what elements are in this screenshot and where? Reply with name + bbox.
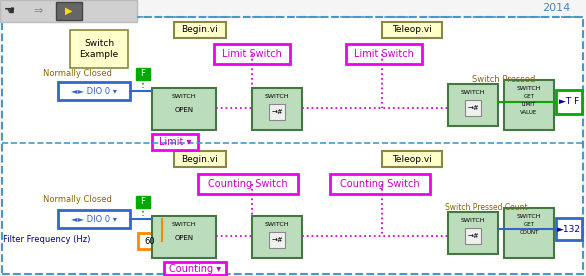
Bar	[252, 88, 302, 130]
Text: SWITCH: SWITCH	[265, 94, 289, 100]
Bar	[70, 30, 128, 68]
Bar	[556, 218, 582, 240]
Bar	[465, 228, 481, 244]
Text: Teleop.vi: Teleop.vi	[392, 155, 432, 163]
Bar	[269, 104, 285, 120]
Bar	[214, 44, 290, 64]
Bar	[465, 100, 481, 116]
Text: ►132: ►132	[557, 224, 581, 233]
Bar	[448, 84, 498, 126]
Bar	[198, 174, 298, 194]
Text: Limit Switch: Limit Switch	[354, 49, 414, 59]
Bar	[504, 208, 554, 258]
Text: ◄► DIO 0 ▾: ◄► DIO 0 ▾	[71, 214, 117, 224]
Bar	[252, 216, 302, 258]
Text: →#: →#	[467, 233, 479, 239]
Text: F: F	[141, 70, 145, 78]
Bar	[382, 22, 442, 38]
Bar	[448, 212, 498, 254]
Text: Begin.vi: Begin.vi	[182, 155, 219, 163]
Bar	[152, 134, 198, 150]
Text: SWITCH: SWITCH	[172, 222, 196, 227]
Text: ⇒: ⇒	[33, 6, 43, 16]
Bar	[0, 0, 137, 22]
Bar	[138, 233, 162, 249]
Text: SWITCH: SWITCH	[461, 219, 485, 224]
Text: VALUE: VALUE	[520, 110, 537, 115]
Bar	[56, 2, 82, 20]
Text: Counting ▾: Counting ▾	[169, 264, 221, 274]
Text: →#: →#	[467, 105, 479, 111]
Text: Switch Pressed Count: Switch Pressed Count	[445, 203, 527, 213]
Text: ◄► DIO 0 ▾: ◄► DIO 0 ▾	[71, 86, 117, 95]
Text: SWITCH: SWITCH	[172, 94, 196, 100]
Text: ►T F: ►T F	[559, 97, 579, 107]
Bar	[58, 82, 130, 100]
Text: 2014: 2014	[541, 3, 570, 13]
Bar	[174, 151, 226, 167]
Text: GET: GET	[523, 222, 534, 227]
Bar	[164, 262, 226, 275]
Text: Counting Switch: Counting Switch	[208, 179, 288, 189]
Text: ☚: ☚	[4, 4, 16, 17]
Bar	[174, 22, 226, 38]
Text: SWITCH: SWITCH	[461, 91, 485, 95]
Bar	[504, 80, 554, 130]
Text: Begin.vi: Begin.vi	[182, 25, 219, 34]
Text: →#: →#	[271, 109, 283, 115]
Bar	[136, 68, 150, 80]
Bar	[382, 151, 442, 167]
Text: Limit Switch: Limit Switch	[222, 49, 282, 59]
Text: GET: GET	[523, 94, 534, 100]
Text: COUNT: COUNT	[519, 230, 539, 235]
Text: Teleop.vi: Teleop.vi	[392, 25, 432, 34]
Bar	[58, 210, 130, 228]
Bar	[556, 90, 582, 114]
Text: F: F	[141, 198, 145, 206]
Bar	[346, 44, 422, 64]
Text: SWITCH: SWITCH	[517, 86, 541, 91]
Text: Filter Frequency (Hz): Filter Frequency (Hz)	[3, 235, 90, 245]
Text: Normally Closed: Normally Closed	[43, 68, 112, 78]
Text: Switch
Example: Switch Example	[79, 39, 118, 59]
Text: Switch Pressed: Switch Pressed	[472, 76, 536, 84]
Text: Counting Switch: Counting Switch	[340, 179, 420, 189]
Text: ▶: ▶	[65, 6, 73, 16]
Text: 60: 60	[145, 237, 155, 245]
Text: SWITCH: SWITCH	[517, 214, 541, 219]
Bar	[330, 174, 430, 194]
Text: OPEN: OPEN	[175, 235, 193, 241]
Text: →#: →#	[271, 237, 283, 243]
Bar	[136, 196, 150, 208]
Text: OPEN: OPEN	[175, 107, 193, 113]
Bar	[269, 232, 285, 248]
Text: SWITCH: SWITCH	[265, 222, 289, 227]
Bar	[152, 88, 216, 130]
Bar	[152, 216, 216, 258]
Text: Normally Closed: Normally Closed	[43, 195, 112, 205]
Text: Limit ▾: Limit ▾	[159, 137, 191, 147]
Text: LIMIT: LIMIT	[522, 102, 536, 107]
